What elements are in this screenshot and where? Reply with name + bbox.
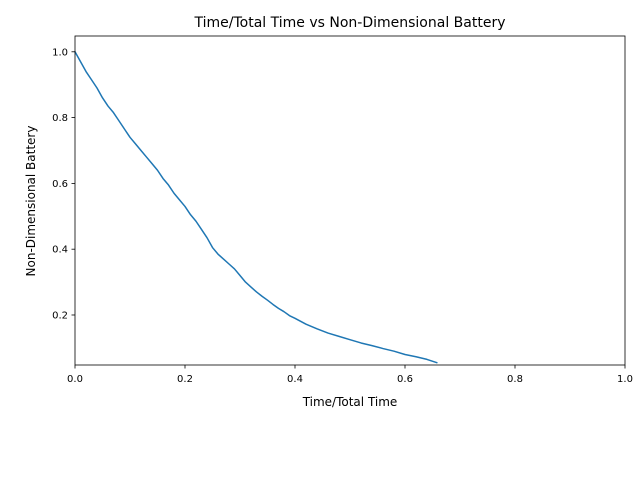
x-tick-label: 0.0 — [67, 374, 83, 385]
x-tick-label: 0.4 — [287, 374, 303, 385]
series-line-0 — [74, 51, 438, 364]
x-tick-label: 1.0 — [617, 374, 633, 385]
axes-frame — [74, 35, 626, 366]
x-tick-label: 0.6 — [397, 374, 413, 385]
x-axis-label: Time/Total Time — [302, 395, 398, 409]
x-tick-label: 0.2 — [177, 374, 193, 385]
y-tick-label: 1.0 — [52, 47, 68, 58]
chart-title: Time/Total Time vs Non-Dimensional Batte… — [194, 15, 506, 31]
y-tick-label: 0.4 — [52, 245, 68, 256]
y-tick-label: 0.2 — [52, 310, 68, 321]
y-axis-label: Non-Dimensional Battery — [24, 126, 38, 277]
x-tick-label: 0.8 — [507, 374, 523, 385]
plot-area: 0.0 0.2 0.4 0.6 0.8 1.0 0.2 0.4 0.6 0.8 1.0 — [52, 35, 633, 385]
y-tick-label: 0.6 — [52, 179, 68, 190]
y-tick-label: 0.8 — [52, 113, 68, 124]
